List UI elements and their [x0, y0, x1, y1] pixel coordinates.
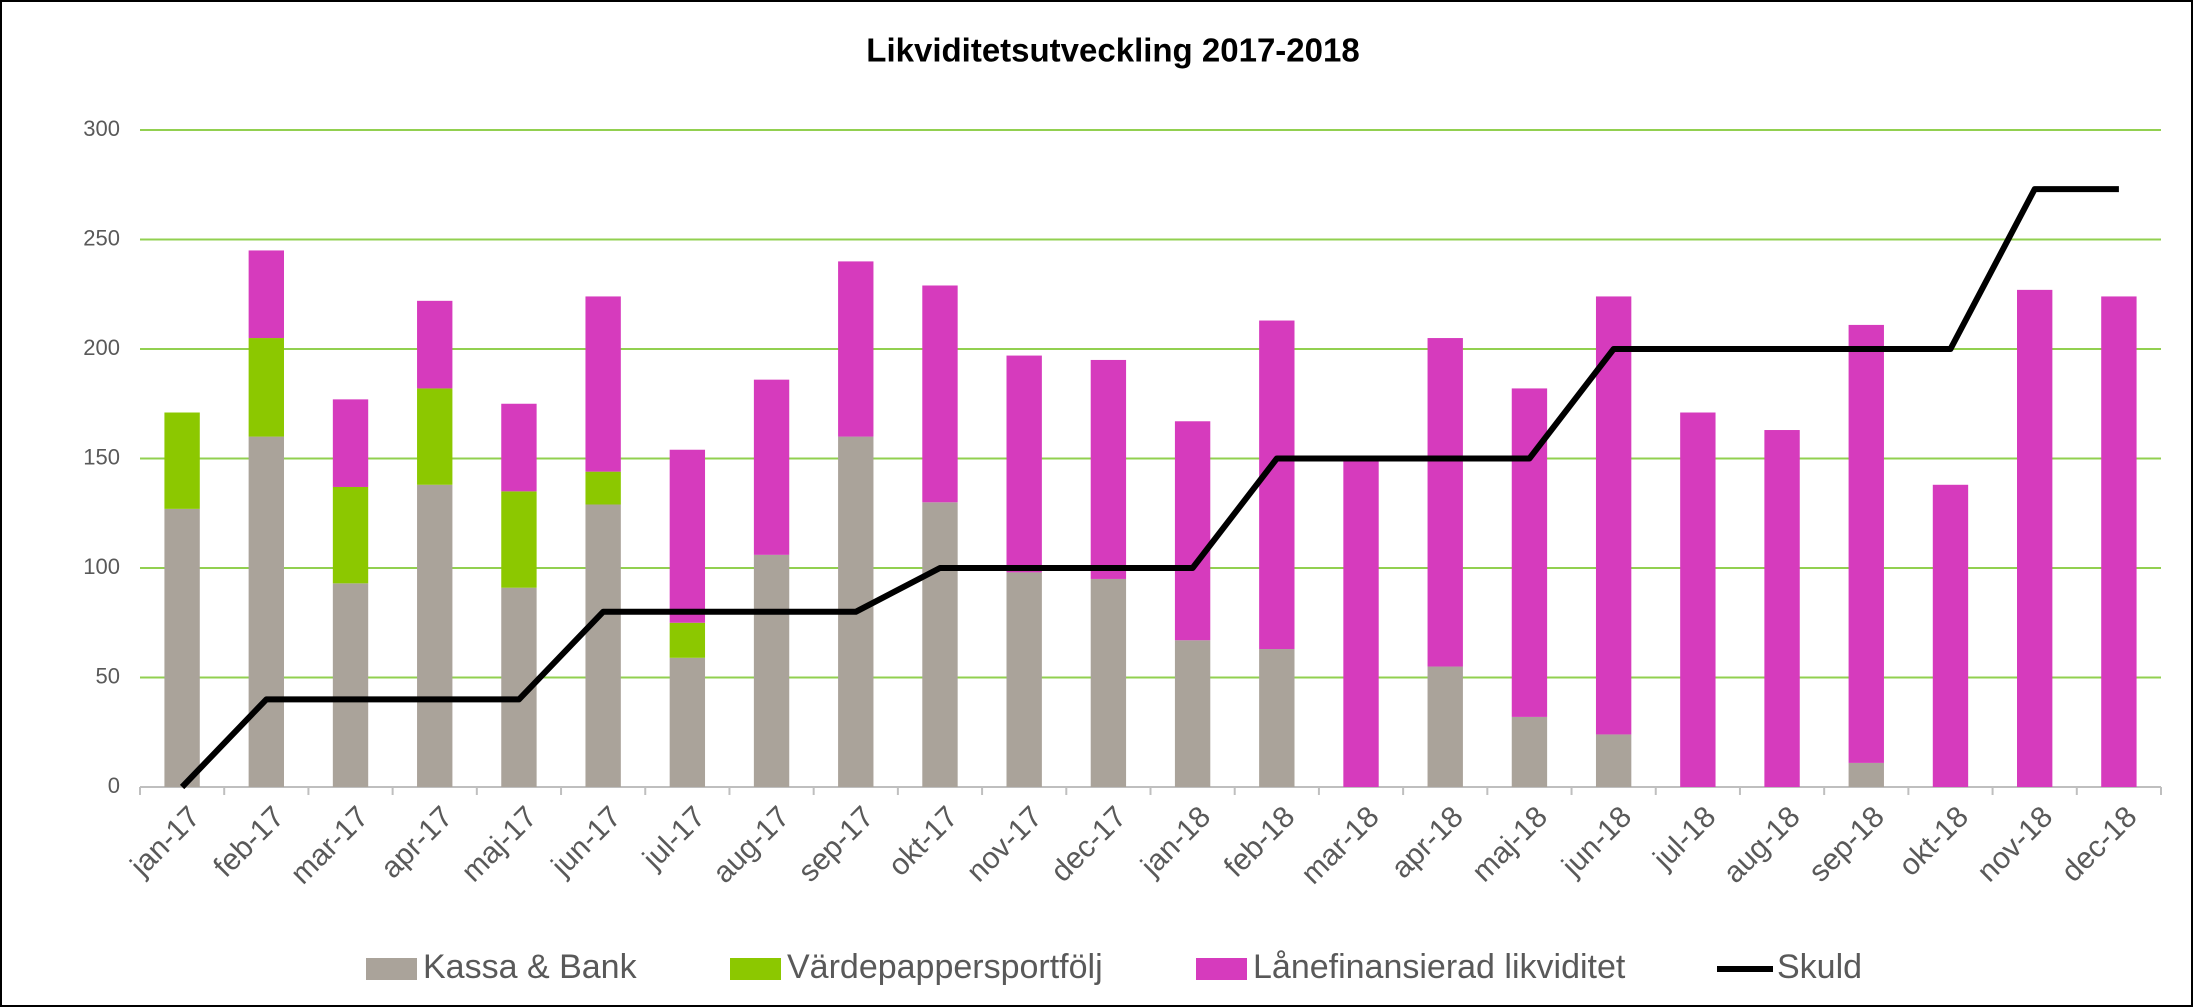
- bar: [164, 412, 200, 509]
- bar: [1595, 734, 1632, 787]
- bar: [1174, 640, 1211, 787]
- bar: [417, 300, 453, 389]
- bar: [585, 471, 621, 505]
- legend-label: Kassa & Bank: [423, 948, 638, 986]
- bar: [248, 338, 284, 437]
- bar: [1511, 716, 1548, 787]
- bar: [1848, 324, 1884, 763]
- legend-label: Lånefinansierad likviditet: [1253, 948, 1626, 986]
- bar: [332, 399, 369, 487]
- bar: [585, 296, 621, 472]
- bar: [1595, 296, 1632, 735]
- y-tick-label: 250: [83, 225, 120, 250]
- bar: [1427, 666, 1463, 787]
- y-tick-label: 0: [108, 773, 120, 798]
- bar: [501, 491, 537, 588]
- bar: [1427, 338, 1463, 667]
- legend-swatch: [366, 958, 417, 980]
- bar: [669, 449, 706, 623]
- bar: [1848, 762, 1884, 787]
- bar: [1174, 421, 1211, 641]
- y-tick-label: 300: [83, 116, 120, 141]
- bar: [332, 583, 369, 787]
- y-tick-label: 200: [83, 335, 120, 360]
- bar: [164, 508, 200, 787]
- bar: [669, 622, 706, 658]
- line: [179, 186, 2119, 790]
- bar: [753, 379, 790, 555]
- bar: [1090, 359, 1127, 579]
- legend-swatch: [1196, 958, 1247, 980]
- bar: [332, 486, 369, 584]
- bar: [1259, 320, 1295, 650]
- y-tick-label: 100: [83, 554, 120, 579]
- bar: [922, 285, 958, 503]
- bar: [1343, 460, 1379, 787]
- bar: [753, 554, 790, 787]
- y-tick-label: 150: [83, 444, 120, 469]
- bar: [417, 388, 453, 485]
- chart-title: Likviditetsutveckling 2017-2018: [866, 32, 1359, 69]
- bar: [2101, 296, 2137, 787]
- bar: [501, 403, 537, 492]
- bar: [1090, 578, 1127, 787]
- bar: [1680, 412, 1716, 787]
- bar: [922, 502, 958, 787]
- bar: [1932, 484, 1969, 787]
- bar: [417, 484, 453, 787]
- bar: [2017, 289, 2053, 787]
- bar: [669, 657, 706, 787]
- bar: [1006, 572, 1042, 787]
- bar: [1764, 430, 1800, 787]
- bar: [1006, 355, 1042, 573]
- bar: [838, 261, 874, 437]
- legend-swatch: [730, 958, 781, 980]
- bar: [1259, 649, 1295, 787]
- bar: [248, 436, 284, 787]
- legend-label: Skuld: [1777, 948, 1862, 986]
- legend-label: Värdepappersportfölj: [787, 948, 1103, 986]
- bar: [585, 504, 621, 787]
- y-tick-label: 50: [96, 663, 120, 688]
- bar: [248, 250, 284, 339]
